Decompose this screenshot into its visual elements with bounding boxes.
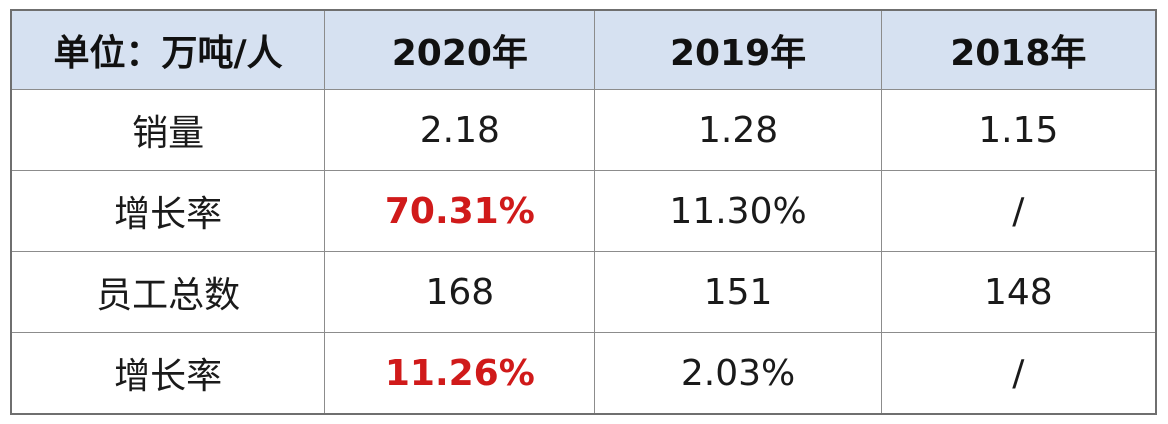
cell-sales-growth-2019: 11.30% bbox=[594, 170, 882, 252]
table-row-sales: 销量 2.18 1.28 1.15 bbox=[10, 89, 1157, 171]
row-label-employees: 员工总数 bbox=[10, 251, 326, 333]
cell-employees-2018: 148 bbox=[880, 251, 1157, 333]
cell-sales-2019: 1.28 bbox=[594, 89, 882, 171]
cell-sales-growth-2018: / bbox=[880, 170, 1157, 252]
cell-sales-growth-2020: 70.31% bbox=[324, 170, 596, 252]
table-body: 销量 2.18 1.28 1.15 增长率 70.31% 11.30% / 员工… bbox=[10, 89, 1157, 415]
cell-employee-growth-2020: 11.26% bbox=[324, 332, 596, 415]
header-unit: 单位：万吨/人 bbox=[10, 9, 326, 90]
row-label-sales: 销量 bbox=[10, 89, 326, 171]
cell-employee-growth-2019: 2.03% bbox=[594, 332, 882, 415]
table-row-sales-growth: 增长率 70.31% 11.30% / bbox=[10, 170, 1157, 252]
cell-employee-growth-2018: / bbox=[880, 332, 1157, 415]
table-header: 单位：万吨/人 2020年 2019年 2018年 bbox=[10, 9, 1157, 90]
cell-employees-2019: 151 bbox=[594, 251, 882, 333]
header-year-2019: 2019年 bbox=[594, 9, 882, 90]
table-row-employee-growth: 增长率 11.26% 2.03% / bbox=[10, 332, 1157, 415]
data-table-container: 单位：万吨/人 2020年 2019年 2018年 销量 2.18 1.28 1… bbox=[10, 9, 1157, 415]
cell-sales-2020: 2.18 bbox=[324, 89, 596, 171]
header-row: 单位：万吨/人 2020年 2019年 2018年 bbox=[10, 9, 1157, 90]
header-year-2020: 2020年 bbox=[324, 9, 596, 90]
cell-sales-2018: 1.15 bbox=[880, 89, 1157, 171]
table-row-employees: 员工总数 168 151 148 bbox=[10, 251, 1157, 333]
row-label-sales-growth: 增长率 bbox=[10, 170, 326, 252]
header-year-2018: 2018年 bbox=[880, 9, 1157, 90]
row-label-employee-growth: 增长率 bbox=[10, 332, 326, 415]
cell-employees-2020: 168 bbox=[324, 251, 596, 333]
data-table: 单位：万吨/人 2020年 2019年 2018年 销量 2.18 1.28 1… bbox=[10, 9, 1157, 415]
